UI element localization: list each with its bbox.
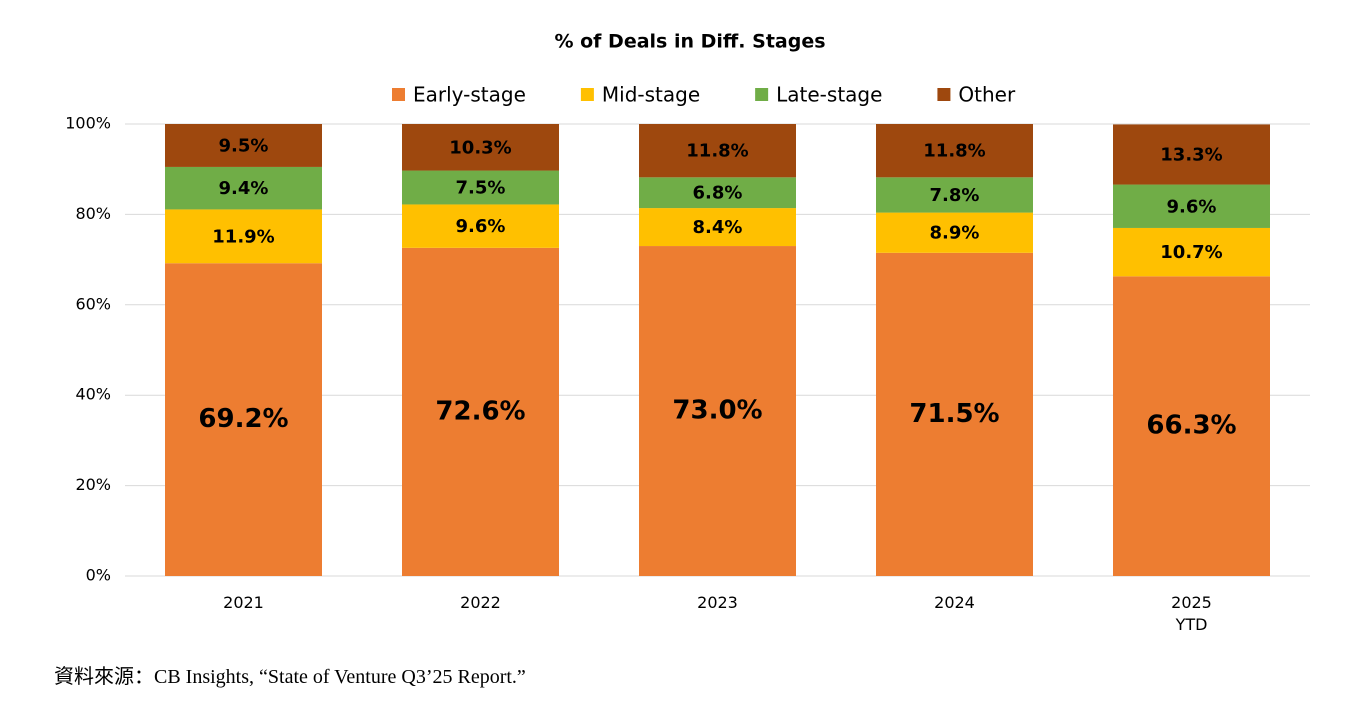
legend-swatch xyxy=(580,88,594,101)
y-tick-label: 80% xyxy=(75,204,111,223)
data-label: 11.8% xyxy=(923,141,985,162)
source-note: 資料來源：CB Insights, “State of Venture Q3’2… xyxy=(54,666,526,688)
chart: % of Deals in Diff. Stages 0% 20% 40% 60% 80… xyxy=(65,31,1310,585)
data-label: 10.3% xyxy=(449,137,511,158)
bar-segment xyxy=(1113,124,1270,185)
data-label: 10.7% xyxy=(1160,242,1222,263)
x-tick-label: 2022 xyxy=(460,593,501,612)
x-tick-label: 2025 YTD xyxy=(1171,593,1212,634)
data-label: 13.3% xyxy=(1160,145,1222,166)
data-label: 66.3% xyxy=(1146,411,1236,441)
legend-label: Late-stage xyxy=(776,83,882,107)
bar-segment xyxy=(402,124,559,171)
data-label: 9.6% xyxy=(456,216,506,237)
x-tick-label: 2024 xyxy=(934,593,975,612)
bar-segment xyxy=(1113,276,1270,576)
bar-segment xyxy=(639,208,796,247)
bar-segment xyxy=(876,124,1033,178)
data-label: 9.5% xyxy=(219,135,269,156)
bar-segment xyxy=(876,212,1033,253)
bar-segment xyxy=(1113,227,1270,277)
legend-label: Mid-stage xyxy=(602,83,700,107)
bar-segment xyxy=(876,177,1033,213)
bar-segment xyxy=(876,252,1033,576)
y-tick-label: 40% xyxy=(75,385,111,404)
data-label: 69.2% xyxy=(198,404,288,434)
bar-segment xyxy=(165,263,322,576)
y-tick-label: 0% xyxy=(86,566,111,585)
bar-segment xyxy=(165,166,322,210)
data-label: 9.4% xyxy=(219,178,269,199)
legend-swatch xyxy=(392,88,405,101)
bar-segment xyxy=(639,246,796,577)
bar-segment xyxy=(402,170,559,205)
bar-segment xyxy=(639,124,796,178)
chart-title: % of Deals in Diff. Stages xyxy=(554,31,825,53)
bar-segment xyxy=(165,124,322,167)
data-label: 11.9% xyxy=(212,226,274,247)
data-label: 72.6% xyxy=(435,396,525,426)
bar-segment xyxy=(639,177,796,209)
y-tick-label: 20% xyxy=(75,475,111,494)
data-label: 9.6% xyxy=(1167,196,1217,217)
data-label: 7.5% xyxy=(456,178,506,199)
legend-swatch xyxy=(755,88,769,101)
bar-segment xyxy=(402,204,559,248)
legend-label: Other xyxy=(958,83,1016,107)
data-label: 6.8% xyxy=(693,183,743,204)
y-tick-label: 60% xyxy=(75,294,111,313)
data-label: 8.9% xyxy=(930,223,980,244)
data-label: 71.5% xyxy=(909,399,999,429)
legend-swatch xyxy=(937,88,951,101)
bar-segment xyxy=(165,209,322,264)
y-tick-label: 100% xyxy=(65,114,111,133)
bar-segment xyxy=(1113,184,1270,228)
data-label: 11.8% xyxy=(686,141,748,162)
data-label: 7.8% xyxy=(930,185,980,206)
bar-segment xyxy=(402,247,559,576)
data-label: 73.0% xyxy=(672,396,762,426)
data-label: 8.4% xyxy=(693,217,743,238)
legend-label: Early-stage xyxy=(413,83,526,107)
x-tick-label: 2021 xyxy=(223,593,264,612)
x-tick-label: 2023 xyxy=(697,593,738,612)
